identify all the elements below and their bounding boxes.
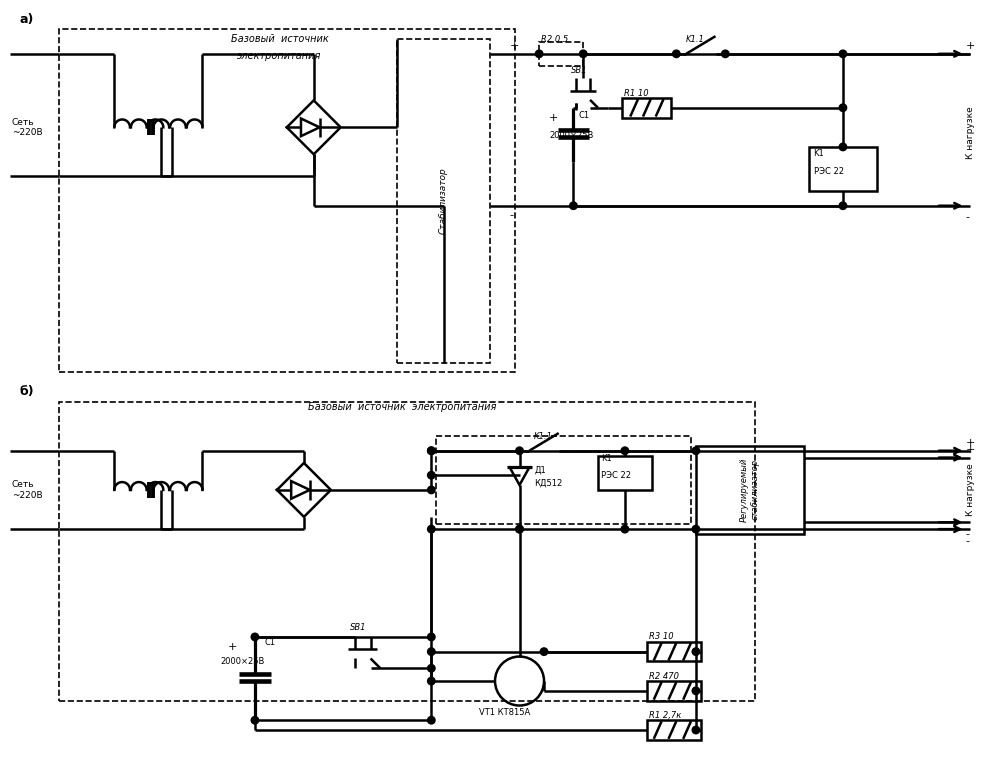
Circle shape [428,648,435,655]
Circle shape [428,525,435,533]
Text: КД512: КД512 [535,479,562,488]
Circle shape [428,664,435,672]
Circle shape [516,525,523,533]
Text: 2000×25В: 2000×25В [549,131,593,140]
Circle shape [428,716,435,724]
Circle shape [839,143,846,151]
Circle shape [516,447,523,455]
Text: K1: K1 [601,454,612,463]
Text: +: + [510,41,519,51]
Text: R2 470: R2 470 [649,671,679,681]
Circle shape [692,447,699,455]
Circle shape [621,447,629,455]
Text: Сеть
~220В: Сеть ~220В [12,117,43,137]
Text: Базовый  источник: Базовый источник [230,34,328,44]
Text: +: + [549,113,558,123]
Text: +: + [965,444,975,455]
Text: VT1 КТ815А: VT1 КТ815А [479,708,531,717]
Circle shape [839,50,846,57]
Text: a): a) [20,13,34,26]
Text: 2000×25В: 2000×25В [220,657,265,666]
Bar [647,720,700,740]
Text: K1.1: K1.1 [535,431,554,441]
Text: Регулируемый
стабилизатор: Регулируемый стабилизатор [740,458,760,522]
Circle shape [839,104,846,111]
Circle shape [673,50,681,57]
Circle shape [569,202,577,210]
Text: -: - [965,529,969,539]
Circle shape [516,525,523,533]
Circle shape [541,648,548,655]
Circle shape [839,202,846,210]
Circle shape [692,726,699,733]
Circle shape [428,447,435,455]
Text: К нагрузке: К нагрузке [966,464,975,516]
Text: C1: C1 [578,111,589,120]
Circle shape [428,486,435,493]
Bar [622,98,672,117]
Text: SB1: SB1 [570,66,587,75]
Circle shape [428,633,435,641]
Bar [59,30,515,372]
Text: +: + [965,41,975,51]
Text: K1.1: K1.1 [686,35,705,44]
Text: Стабилизатор: Стабилизатор [439,168,448,234]
Circle shape [579,50,587,57]
Circle shape [251,633,259,641]
Text: R1 2,7к: R1 2,7к [649,711,682,720]
Text: +: + [965,438,975,448]
Text: Сеть
~220В: Сеть ~220В [12,480,43,500]
Text: электропитания: электропитания [237,51,321,61]
Circle shape [692,525,699,533]
Bar [59,402,755,701]
Text: РЭС 22: РЭС 22 [601,471,631,479]
Text: К нагрузке: К нагрузке [966,106,975,159]
Text: R1 10: R1 10 [624,89,649,98]
Circle shape [251,716,259,724]
Text: Д1: Д1 [535,466,546,475]
Circle shape [428,447,435,455]
Text: -: - [965,212,969,222]
Circle shape [621,525,629,533]
Text: +: + [227,642,237,652]
Text: K1: K1 [813,149,824,159]
Bar [696,446,804,534]
Circle shape [692,648,699,655]
Text: C1: C1 [265,639,276,647]
Bar [808,147,877,191]
Bar [397,39,490,363]
Bar [647,681,700,701]
Text: РЭС 22: РЭС 22 [813,167,843,176]
Circle shape [721,50,729,57]
Text: б): б) [20,385,35,399]
Circle shape [692,687,699,695]
Circle shape [428,678,435,685]
Circle shape [536,50,543,57]
Text: SB1: SB1 [350,622,366,632]
Bar [647,642,700,661]
Circle shape [428,472,435,479]
Text: R2 0,5: R2 0,5 [541,35,568,44]
Bar [539,42,583,65]
Bar [436,436,691,524]
Text: -: - [510,211,514,221]
Bar [598,455,652,490]
Text: R3 10: R3 10 [649,632,674,642]
Text: -: - [965,536,969,546]
Text: Базовый  источник  электропитания: Базовый источник электропитания [308,402,496,412]
